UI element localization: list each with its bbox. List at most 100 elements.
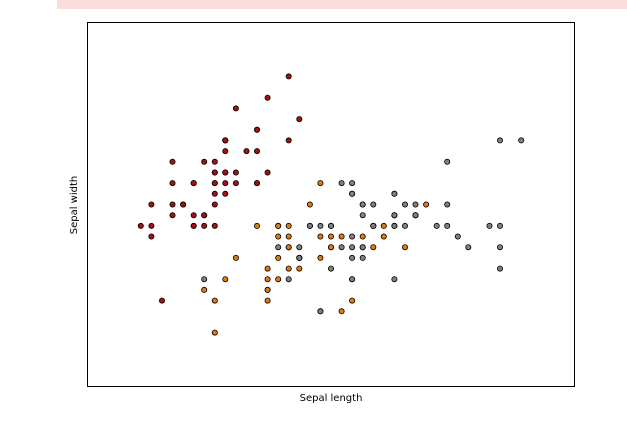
scatter-point (232, 169, 239, 176)
scatter-point (222, 180, 229, 187)
scatter-point (158, 297, 165, 304)
scatter-point (211, 190, 218, 197)
scatter-point (275, 254, 282, 261)
scatter-point (338, 244, 345, 251)
scatter-point (211, 201, 218, 208)
scatter-point (190, 222, 197, 229)
scatter-point (285, 276, 292, 283)
scatter-point (253, 180, 260, 187)
scatter-point (264, 276, 271, 283)
scatter-point (169, 212, 176, 219)
scatter-point (232, 254, 239, 261)
scatter-point (349, 254, 356, 261)
scatter-point (454, 233, 461, 240)
scatter-point (391, 190, 398, 197)
scatter-point (285, 73, 292, 80)
scatter-point (243, 148, 250, 155)
scatter-point (285, 137, 292, 144)
scatter-point (285, 222, 292, 229)
scatter-point (401, 201, 408, 208)
scatter-point (296, 244, 303, 251)
scatter-point (349, 297, 356, 304)
scatter-point (359, 201, 366, 208)
scatter-point (359, 254, 366, 261)
scatter-point (327, 265, 334, 272)
scatter-point (317, 308, 324, 315)
scatter-point (370, 222, 377, 229)
scatter-point (349, 244, 356, 251)
scatter-point (169, 158, 176, 165)
scatter-point (285, 233, 292, 240)
scatter-point (444, 222, 451, 229)
scatter-point (148, 201, 155, 208)
scatter-point (222, 137, 229, 144)
y-axis-label: Sepal width (69, 176, 80, 235)
scatter-point (180, 201, 187, 208)
scatter-point (327, 222, 334, 229)
scatter-point (137, 222, 144, 229)
scatter-point (317, 233, 324, 240)
top-banner-strip (57, 0, 627, 9)
scatter-point (327, 244, 334, 251)
scatter-point (444, 158, 451, 165)
scatter-point (338, 233, 345, 240)
scatter-point (264, 265, 271, 272)
scatter-point (496, 265, 503, 272)
scatter-point (370, 201, 377, 208)
scatter-point (465, 244, 472, 251)
series-3 (201, 137, 525, 315)
scatter-point (306, 201, 313, 208)
scatter-point (433, 222, 440, 229)
scatter-point (264, 94, 271, 101)
scatter-point (222, 190, 229, 197)
scatter-point (232, 180, 239, 187)
scatter-point (211, 180, 218, 187)
scatter-point (296, 116, 303, 123)
scatter-point (253, 222, 260, 229)
scatter-point (391, 276, 398, 283)
scatter-point (169, 180, 176, 187)
scatter-point (359, 212, 366, 219)
scatter-point (201, 212, 208, 219)
scatter-point (486, 222, 493, 229)
series-1 (137, 73, 303, 304)
scatter-point (370, 244, 377, 251)
scatter-point (211, 329, 218, 336)
scatter-point (275, 233, 282, 240)
scatter-point (148, 233, 155, 240)
scatter-point (317, 222, 324, 229)
scatter-point (222, 276, 229, 283)
scatter-point (264, 286, 271, 293)
scatter-point (275, 276, 282, 283)
scatter-point (518, 137, 525, 144)
scatter-point (380, 233, 387, 240)
scatter-point (359, 244, 366, 251)
scatter-point (444, 201, 451, 208)
scatter-point (264, 169, 271, 176)
scatter-point (496, 244, 503, 251)
scatter-point (253, 148, 260, 155)
scatter-point (412, 201, 419, 208)
scatter-point (306, 222, 313, 229)
scatter-point (349, 180, 356, 187)
scatter-point (391, 222, 398, 229)
scatter-point (338, 180, 345, 187)
scatter-point (317, 254, 324, 261)
points-layer (137, 73, 525, 336)
scatter-point (359, 233, 366, 240)
scatter-point (222, 148, 229, 155)
scatter-point (275, 244, 282, 251)
scatter-point (285, 244, 292, 251)
scatter-point (190, 212, 197, 219)
scatter-point (317, 180, 324, 187)
scatter-point (496, 137, 503, 144)
scatter-point (349, 190, 356, 197)
scatter-point (222, 169, 229, 176)
scatter-point (264, 297, 271, 304)
scatter-point (201, 222, 208, 229)
scatter-point (201, 286, 208, 293)
scatter-point (401, 244, 408, 251)
scatter-point (391, 212, 398, 219)
scatter-point (327, 233, 334, 240)
scatter-point (148, 222, 155, 229)
